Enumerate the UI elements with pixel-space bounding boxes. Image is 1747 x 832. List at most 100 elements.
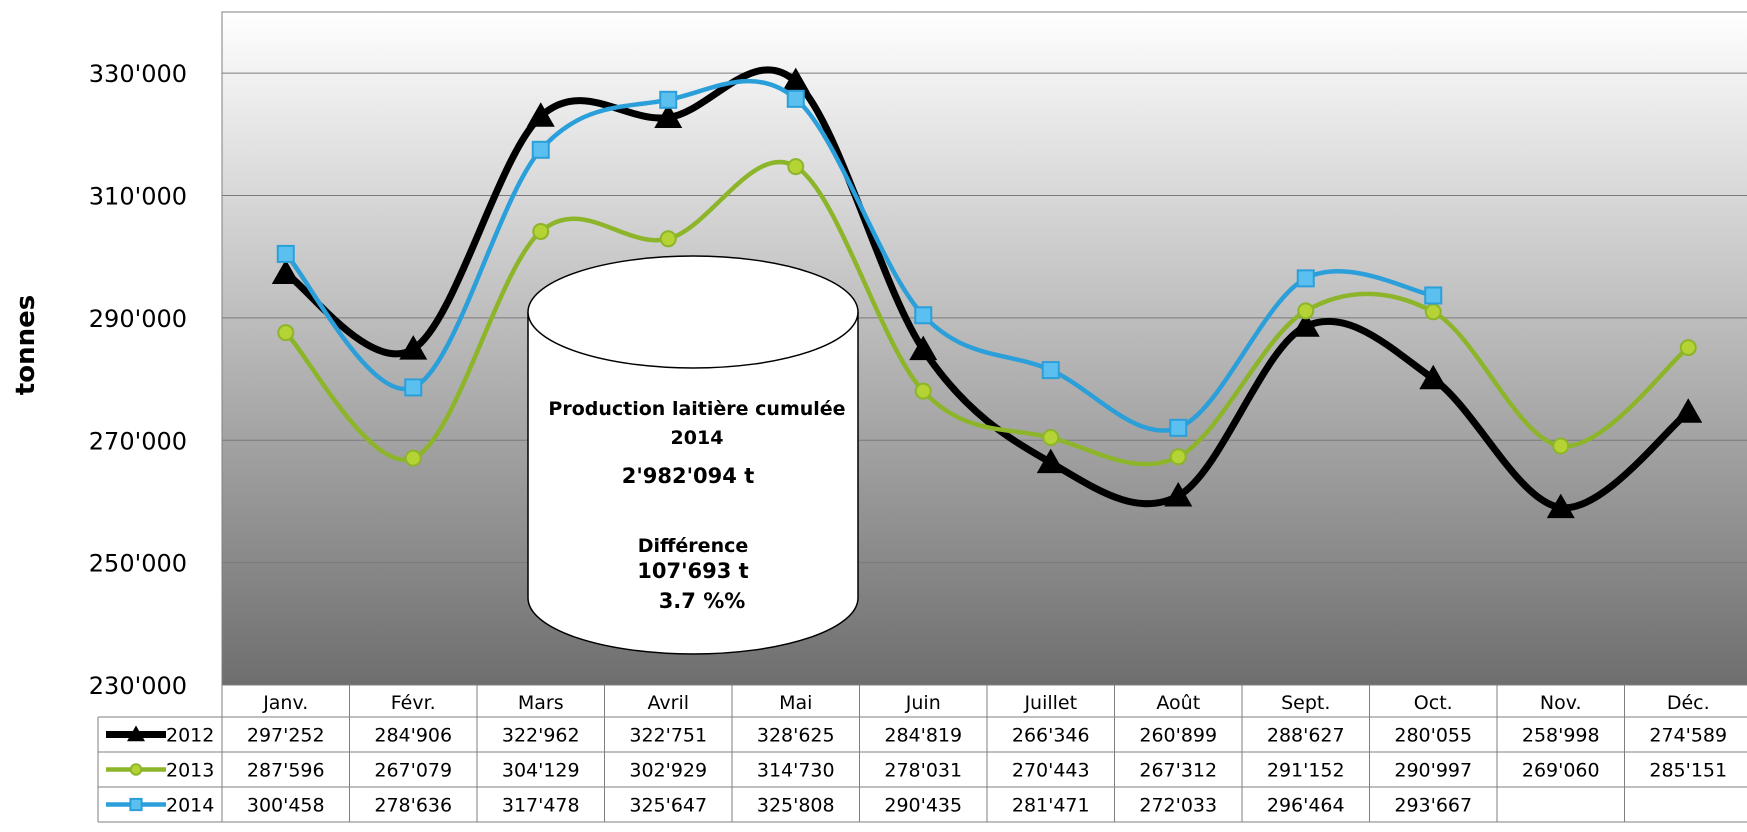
cylinder-top [527,255,859,369]
annotation-total: 2'982'094 t [622,464,755,488]
data-point-2012 [909,335,938,361]
series-2014 [276,78,1443,437]
legend-series-name: 2014 [166,795,214,817]
data-point-2014 [1424,286,1443,305]
data-point-2012 [271,259,300,285]
data-point-2012 [1546,493,1575,519]
y-tick-label: 290'000 [89,305,187,333]
data-label: 266'346 [1012,725,1090,747]
data-label: 317'478 [502,795,580,817]
data-point-2013 [277,324,295,342]
legend-marker [127,725,145,742]
data-point-2014 [1041,361,1060,380]
data-label: 325'808 [757,795,835,817]
data-point-2013 [914,382,932,400]
category-label: Juillet [1023,692,1077,714]
data-label: 302'929 [629,760,707,782]
data-point-2012 [399,335,428,360]
data-point-2012 [781,67,810,93]
data-label: 322'962 [502,725,580,747]
data-point-2013 [404,449,422,467]
data-point-2014 [1296,269,1315,288]
data-label: 288'627 [1267,725,1345,747]
annotation-year: 2014 [671,427,724,449]
data-point-2013 [1424,303,1442,321]
y-axis: 230'000 250'000 270'000 290'000 310'000 330'0… [89,60,187,700]
data-point-2013 [1042,429,1060,447]
data-label: 267'312 [1139,760,1217,782]
legend-marker [129,797,143,812]
series-2013 [277,158,1697,467]
data-label: 290'435 [884,795,962,817]
plot-area [221,11,1747,686]
annotation-diff-value: 107'693 t [637,559,748,583]
y-tick-label: 330'000 [89,60,187,88]
data-point-2012 [1291,312,1320,337]
series-line-2013 [284,159,1690,467]
data-label: 328'625 [757,725,835,747]
data-point-2014 [1169,418,1188,437]
category-label: Avril [648,692,690,714]
category-label: Sept. [1281,692,1330,714]
category-label: Déc. [1667,692,1710,714]
data-point-2014 [531,140,550,159]
category-label: Nov. [1540,692,1582,714]
series-line-2014 [284,78,1434,433]
data-label: 325'647 [629,795,707,817]
data-table: Janv. Févr. Mars Avril Mai Juin Juillet Août Sep… [97,684,1747,823]
y-axis-label: tonnes [11,295,41,395]
category-label: Mars [518,692,564,714]
data-point-2012 [1036,448,1065,474]
y-tick-label: 230'000 [89,672,187,700]
data-point-2012 [1164,481,1193,507]
data-label: 278'031 [884,760,962,782]
data-label: 322'751 [629,725,707,747]
y-tick-label: 310'000 [89,183,187,211]
data-label: 284'906 [374,725,452,747]
data-label: 281'471 [1012,795,1090,817]
data-label: 291'152 [1267,760,1345,782]
legend-key-2013 [106,763,166,776]
data-label: 287'596 [247,760,325,782]
data-point-2013 [1169,448,1187,466]
data-label: 272'033 [1139,795,1217,817]
data-label: 304'129 [502,760,580,782]
data-point-2012 [1419,364,1448,390]
data-label: 274'589 [1649,725,1727,747]
legend-series-name: 2012 [166,725,214,747]
cylinder-body [527,312,859,655]
legend-series-name: 2013 [166,760,214,782]
data-label: 285'151 [1649,760,1727,782]
category-label: Août [1156,692,1200,714]
data-point-2012 [654,103,683,129]
y-tick-label: 270'000 [89,427,187,455]
data-label: 269'060 [1522,760,1600,782]
category-label: Mai [779,692,812,714]
data-point-2014 [659,90,678,109]
y-tick-label: 250'000 [89,550,187,578]
data-point-2013 [1552,437,1570,455]
data-label: 297'252 [247,725,325,747]
data-label: 284'819 [884,725,962,747]
data-label: 293'667 [1394,795,1472,817]
annotation-diff-label: Différence [638,535,749,557]
data-label: 260'899 [1139,725,1217,747]
legend-key-2012 [106,725,166,742]
category-label: Oct. [1414,692,1453,714]
gridlines [222,72,1747,564]
data-label: 290'997 [1394,760,1472,782]
data-label: 296'464 [1267,795,1345,817]
data-label: 258'998 [1522,725,1600,747]
data-label: 280'055 [1394,725,1472,747]
category-label: Janv. [262,692,308,714]
data-label: 270'443 [1012,760,1090,782]
annotation-title: Production laitière cumulée [548,398,845,420]
data-label: 314'730 [757,760,835,782]
series-2012 [271,66,1703,519]
category-label: Févr. [391,692,436,714]
legend-marker [129,763,143,776]
data-point-2012 [1674,398,1703,423]
annotation-diff-pct: 3.7 %% [659,589,746,613]
series-lines [271,66,1703,519]
